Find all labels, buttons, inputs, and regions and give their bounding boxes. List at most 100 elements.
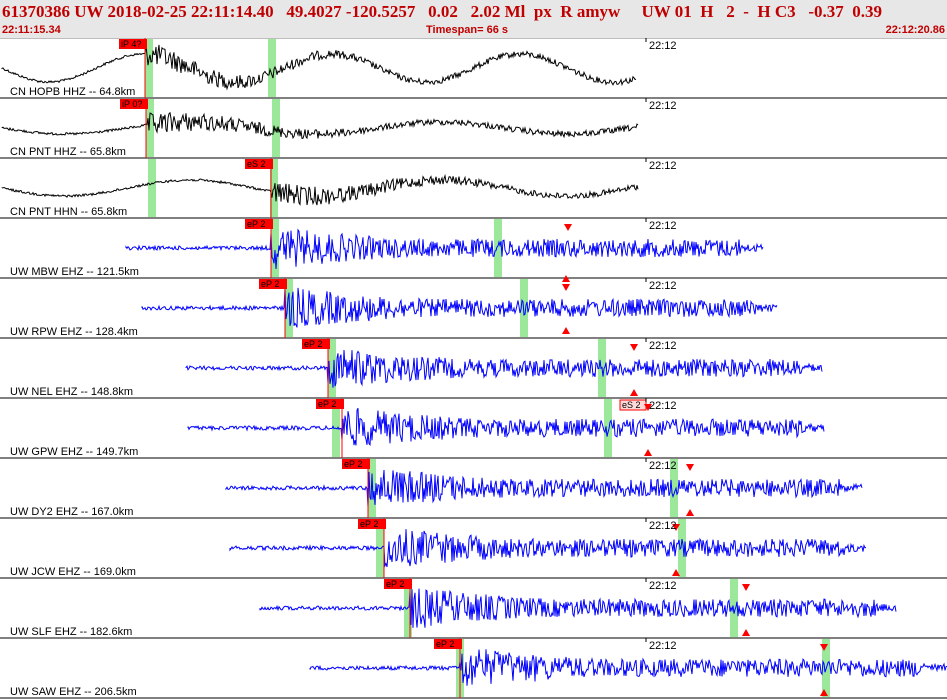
p-pick-flag[interactable] (245, 219, 273, 229)
station-label: UW NEL EHZ -- 148.8km (10, 386, 133, 398)
s-pick-label: eS 2 (622, 400, 641, 410)
amplitude-marker (672, 524, 680, 531)
phase-window (604, 399, 612, 457)
amplitude-marker (562, 327, 570, 334)
station-label: UW SAW EHZ -- 206.5km (10, 686, 137, 698)
station-label: UW MBW EHZ -- 121.5km (10, 266, 139, 278)
phase-window (494, 219, 502, 277)
trace-panel[interactable]: eP 2 22:12 UW MBW EHZ -- 121.5km (0, 218, 947, 282)
time-tick-label: 22:12 (649, 40, 677, 52)
station-label: CN PNT HHZ -- 65.8km (10, 146, 126, 158)
phase-window (520, 279, 528, 337)
amplitude-marker (672, 569, 680, 576)
amplitude-marker (564, 224, 572, 231)
p-pick-label: iP 4? (121, 39, 141, 49)
trace-panel[interactable]: iP 4? 22:12 CN HOPB HHZ -- 64.8km (0, 38, 947, 99)
p-pick-flag[interactable] (316, 399, 344, 409)
p-pick-flag[interactable] (302, 339, 330, 349)
event-title: 61370386 UW 2018-02-25 22:11:14.40 49.40… (2, 2, 883, 21)
waveform (185, 349, 823, 388)
time-tick-label: 22:12 (649, 340, 677, 352)
station-label: CN PNT HHN -- 65.8km (10, 206, 127, 218)
waveform (225, 469, 863, 507)
phase-window (328, 339, 336, 397)
timespan: Timespan= 66 s (426, 24, 509, 36)
amplitude-marker (644, 404, 652, 411)
p-pick-flag[interactable] (245, 159, 273, 169)
p-pick-label: eP 2 (304, 339, 322, 349)
amplitude-marker (562, 284, 570, 291)
p-pick-label: eP 2 (344, 459, 362, 469)
phase-window (678, 519, 686, 577)
p-pick-label: eS 2 (247, 159, 266, 169)
trace-panel[interactable]: eP 2 22:12 UW JCW EHZ -- 169.0km (0, 518, 947, 579)
p-pick-flag[interactable] (342, 459, 370, 469)
phase-window (670, 459, 678, 517)
p-pick-label: eP 2 (247, 219, 265, 229)
station-label: CN HOPB HHZ -- 64.8km (10, 86, 135, 98)
trace-panel[interactable]: eP 2 eS 2 22:12 UW GPW EHZ -- 149.7km (0, 398, 947, 459)
amplitude-marker (686, 509, 694, 516)
amplitude-marker (742, 629, 750, 636)
event-header: 61370386 UW 2018-02-25 22:11:14.40 49.40… (0, 0, 947, 39)
amplitude-marker (644, 449, 652, 456)
trace-panel[interactable]: eP 2 22:12 UW NEL EHZ -- 148.8km (0, 338, 947, 399)
time-tick-label: 22:12 (649, 100, 677, 112)
time-tick-label: 22:12 (649, 520, 677, 532)
amplitude-marker (686, 464, 694, 471)
p-pick-label: eP 2 (360, 519, 378, 529)
p-pick-label: eP 2 (386, 579, 404, 589)
p-pick-label: eP 2 (318, 399, 336, 409)
p-pick-flag[interactable] (384, 579, 412, 589)
p-pick-flag[interactable] (358, 519, 386, 529)
phase-window (368, 459, 376, 517)
amplitude-marker (630, 389, 638, 396)
station-label: UW JCW EHZ -- 169.0km (10, 566, 136, 578)
amplitude-marker (630, 344, 638, 351)
p-pick-flag[interactable] (120, 99, 148, 109)
phase-window (271, 219, 279, 277)
trace-panel[interactable]: eP 2 22:12 UW SLF EHZ -- 182.6km (0, 578, 947, 639)
station-label: UW DY2 EHZ -- 167.0km (10, 506, 133, 518)
trace-panel[interactable]: eP 2 22:12 UW DY2 EHZ -- 167.0km (0, 458, 947, 519)
p-pick-flag[interactable] (259, 279, 287, 289)
time-tick-label: 22:12 (649, 160, 677, 172)
trace-panel[interactable]: eP 2 22:12 UW RPW EHZ -- 128.4km (0, 278, 947, 339)
amplitude-marker (820, 644, 828, 651)
time-tick-label: 22:12 (649, 460, 677, 472)
trace-panel[interactable]: eP 2 22:12 UW SAW EHZ -- 206.5km (0, 638, 947, 699)
p-pick-flag[interactable] (434, 639, 462, 649)
waveform (259, 588, 897, 628)
start-time: 22:11:15.34 (2, 24, 61, 36)
waveform (1, 111, 639, 140)
p-pick-label: eP 2 (261, 279, 279, 289)
station-label: UW RPW EHZ -- 128.4km (10, 326, 138, 338)
trace-panel[interactable]: iP 0? 22:12 CN PNT HHZ -- 65.8km (0, 98, 947, 159)
station-label: UW GPW EHZ -- 149.7km (10, 446, 138, 458)
waveform (229, 529, 867, 568)
phase-window (146, 99, 154, 157)
time-tick-label: 22:12 (649, 580, 677, 592)
p-pick-label: eP 2 (436, 639, 454, 649)
station-label: UW SLF EHZ -- 182.6km (10, 626, 132, 638)
waveform (125, 228, 764, 270)
trace-panel[interactable]: eS 2 22:12 CN PNT HHN -- 65.8km (0, 158, 947, 219)
p-pick-flag[interactable] (119, 39, 147, 49)
phase-window (148, 159, 156, 217)
amplitude-marker (562, 275, 570, 282)
waveform (1, 44, 637, 91)
phase-window (730, 579, 738, 637)
time-tick-label: 22:12 (649, 640, 677, 652)
phase-window (145, 39, 153, 97)
time-tick-label: 22:12 (649, 400, 677, 412)
waveform (141, 287, 778, 328)
waveform (309, 649, 947, 686)
waveform (187, 407, 825, 447)
amplitude-marker (820, 689, 828, 696)
phase-window (268, 39, 276, 97)
p-pick-label: iP 0? (122, 99, 142, 109)
amplitude-marker (742, 584, 750, 591)
waveform (1, 173, 639, 206)
end-time: 22:12:20.86 (885, 24, 945, 36)
